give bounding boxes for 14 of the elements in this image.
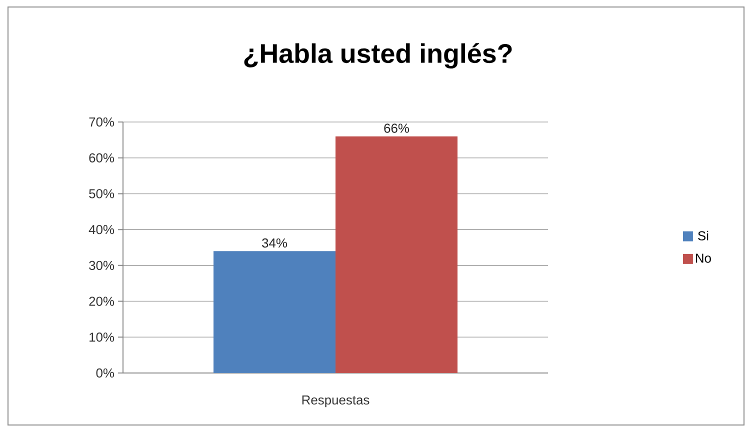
y-tick-label: 30% (89, 260, 114, 270)
y-tick-label: 0% (96, 368, 114, 378)
legend-label: Si (698, 230, 708, 240)
y-tick-label: 10% (90, 332, 114, 342)
x-tick-label: Respuestas (302, 396, 370, 408)
y-tick-label: 40% (88, 224, 114, 234)
data-label: 66% (384, 124, 410, 133)
chart-title: ¿Habla usted inglés? (244, 43, 512, 69)
data-label: 34% (262, 238, 288, 248)
y-tick-label: 20% (89, 296, 114, 306)
legend-label: No (696, 254, 711, 263)
y-tick-label: 70% (89, 117, 114, 127)
y-tick-label: 50% (89, 189, 114, 198)
y-tick-label: 60% (89, 153, 114, 162)
